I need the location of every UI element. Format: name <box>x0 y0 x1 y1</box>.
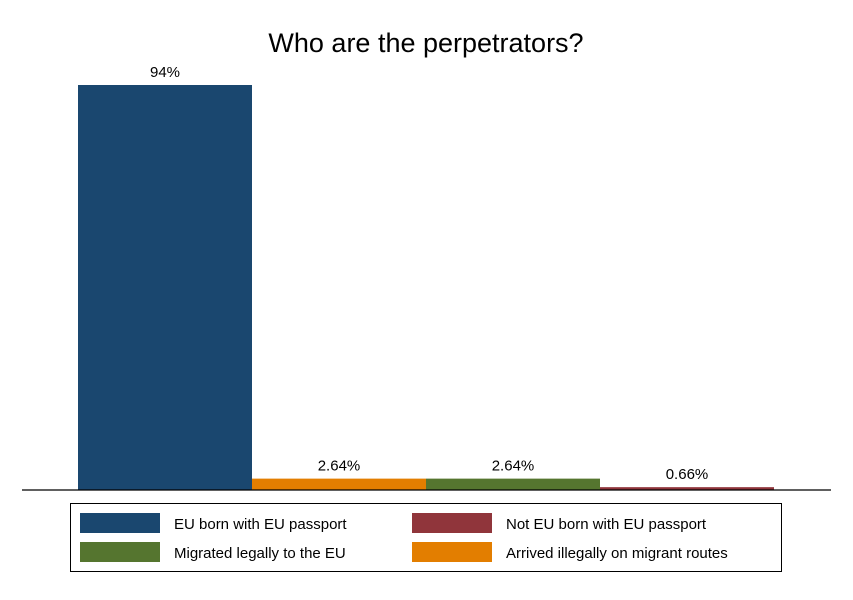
data-label-1: 94% <box>150 64 180 81</box>
legend-label-4: Arrived illegally on migrant routes <box>506 545 728 562</box>
legend-label-1: EU born with EU passport <box>174 516 347 533</box>
data-label-4: 0.66% <box>666 466 709 483</box>
bar-4 <box>600 487 774 490</box>
chart-title: Who are the perpetrators? <box>268 28 583 58</box>
legend-swatch-4 <box>412 542 492 562</box>
bar-1 <box>78 85 252 490</box>
legend-label-2: Not EU born with EU passport <box>506 516 707 533</box>
bar-3 <box>426 478 600 490</box>
legend-swatch-3 <box>80 542 160 562</box>
data-label-2: 2.64% <box>318 458 361 475</box>
legend-label-3: Migrated legally to the EU <box>174 545 346 562</box>
legend-swatch-1 <box>80 513 160 533</box>
data-label-3: 2.64% <box>492 458 535 475</box>
legend-swatch-2 <box>412 513 492 533</box>
bar-2 <box>252 478 426 490</box>
